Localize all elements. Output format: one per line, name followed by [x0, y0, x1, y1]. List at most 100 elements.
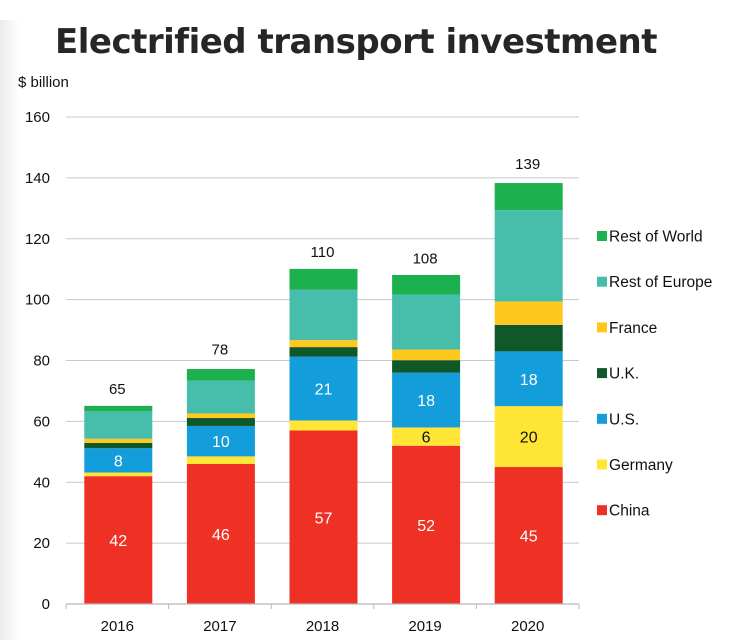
bar-segment-germany-2017 [186, 456, 255, 464]
x-tick-label: 2019 [408, 618, 441, 635]
bar-total-label: 108 [413, 250, 438, 267]
legend-item: Rest of World [597, 229, 703, 246]
bar-segment-u-k-2018 [289, 347, 358, 357]
legend-label: Germany [609, 457, 673, 474]
y-tick-label: 160 [25, 109, 50, 126]
segment-value-label: 20 [520, 430, 538, 447]
bar-segment-germany-2019 [392, 427, 461, 446]
y-tick-label: 20 [33, 535, 50, 552]
bar-2016: 42 8 65 [84, 381, 153, 604]
bar-total-label: 78 [212, 342, 229, 359]
y-axis-ticks: 0 20 40 60 80 100 120 140 160 [25, 109, 50, 613]
bar-segment-u-s-2017 [186, 425, 255, 457]
y-tick-label: 100 [25, 292, 50, 309]
bar-segment-china-2016 [84, 476, 153, 604]
bar-segment-china-2019 [392, 445, 461, 604]
legend-item: Rest of Europe [597, 274, 712, 291]
legend-label: France [609, 320, 657, 337]
y-tick-label: 80 [33, 353, 50, 370]
bar-2020: 45 20 18 139 [494, 156, 563, 604]
bar-2017: 46 10 78 [186, 342, 255, 604]
legend-swatch [597, 368, 607, 379]
x-tick-label: 2016 [101, 618, 134, 635]
legend-item: U.K. [597, 366, 639, 383]
bar-segment-u-k-2016 [84, 442, 153, 449]
legend-item: Germany [597, 457, 673, 474]
bar-2019: 52 6 18 108 [392, 250, 461, 604]
segment-value-label: 8 [114, 453, 123, 470]
legend-label: U.K. [609, 366, 639, 383]
legend-swatch [597, 322, 607, 333]
segment-value-label: 42 [109, 533, 127, 550]
bar-total-label: 110 [311, 244, 335, 261]
bar-segment-france-2017 [186, 413, 255, 419]
bar-total-label: 139 [515, 156, 540, 173]
bar-segment-france-2016 [84, 438, 153, 443]
bar-total-label: 65 [109, 381, 126, 398]
x-tick-label: 2017 [203, 618, 236, 635]
bar-segment-germany-2016 [84, 472, 153, 477]
bar-segment-china-2020 [494, 467, 563, 604]
bar-segment-rest-of-world-2020 [494, 183, 563, 211]
legend-swatch [597, 231, 607, 241]
bar-segment-germany-2020 [494, 406, 563, 468]
segment-value-label: 6 [422, 430, 431, 447]
x-axis: 2016 2017 2018 2019 2020 [65, 603, 580, 635]
bar-segment-rest-of-europe-2017 [186, 380, 255, 414]
segment-value-label: 46 [212, 527, 230, 544]
bar-segment-u-k-2017 [186, 418, 255, 426]
bar-segment-rest-of-europe-2016 [84, 411, 153, 439]
segment-value-label: 45 [520, 529, 538, 546]
y-tick-label: 0 [42, 596, 50, 613]
bar-segment-china-2017 [186, 463, 255, 604]
bar-segment-france-2018 [289, 340, 358, 348]
legend-label: China [609, 503, 650, 520]
bar-segment-china-2018 [289, 430, 358, 604]
legend-swatch [597, 459, 607, 470]
legend-label: U.S. [609, 411, 639, 428]
bar-segment-rest-of-europe-2018 [289, 289, 358, 341]
bar-segment-rest-of-world-2017 [186, 369, 255, 381]
left-edge-shade [0, 20, 20, 640]
y-tick-label: 140 [25, 170, 50, 187]
y-axis-unit-label: $ billion [18, 74, 69, 91]
x-tick-label: 2018 [306, 618, 339, 635]
legend-swatch [597, 505, 607, 516]
bar-segment-rest-of-world-2018 [289, 268, 358, 290]
y-tick-label: 40 [33, 474, 50, 491]
x-tick-label: 2020 [511, 618, 544, 635]
bar-segment-rest-of-europe-2020 [494, 210, 563, 302]
bars: 42 8 65 46 10 78 57 21 110 52 6 18 108 45 20 18 139 [84, 156, 563, 604]
segment-value-label: 57 [315, 510, 333, 527]
segment-value-label: 18 [417, 393, 435, 410]
bar-segment-u-k-2019 [392, 360, 461, 373]
bar-segment-u-s-2019 [392, 372, 461, 428]
bar-segment-u-k-2020 [494, 324, 563, 352]
segment-value-label: 21 [315, 382, 333, 399]
bar-segment-u-s-2018 [289, 356, 358, 421]
segment-value-label: 52 [417, 518, 435, 535]
bar-2018: 57 21 110 [289, 244, 358, 604]
bar-segment-germany-2018 [289, 420, 358, 431]
legend-item: U.S. [597, 411, 639, 428]
bar-segment-rest-of-world-2019 [392, 274, 461, 295]
chart-title: Electrified transport investment [55, 22, 657, 62]
bar-segment-france-2019 [392, 349, 461, 361]
y-tick-label: 60 [33, 413, 50, 430]
legend: Rest of World Rest of Europe France U.K. U.S… [597, 229, 712, 520]
y-tick-label: 120 [25, 231, 50, 248]
bar-segment-rest-of-europe-2019 [392, 294, 461, 350]
bar-segment-u-s-2020 [494, 351, 563, 407]
legend-swatch [597, 276, 607, 287]
bar-segment-u-s-2016 [84, 448, 153, 473]
bar-segment-rest-of-world-2016 [84, 405, 153, 412]
segment-value-label: 18 [520, 372, 538, 389]
segment-value-label: 10 [212, 434, 230, 451]
bar-segment-france-2020 [494, 301, 563, 325]
legend-label: Rest of World [609, 229, 703, 246]
legend-label: Rest of Europe [609, 274, 712, 291]
legend-item: France [597, 320, 657, 337]
legend-swatch [597, 413, 607, 424]
legend-item: China [597, 503, 650, 520]
